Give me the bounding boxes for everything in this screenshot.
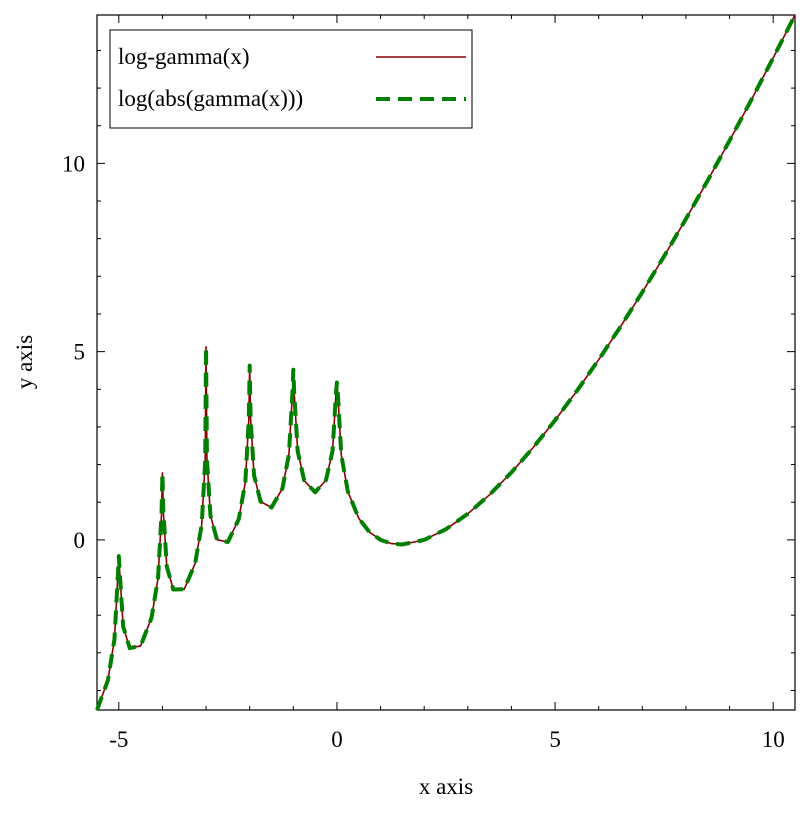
x-tick-label: -5 — [109, 727, 128, 752]
legend-label: log-gamma(x) — [118, 44, 250, 69]
legend-box — [109, 29, 473, 129]
x-axis-label: x axis — [419, 774, 473, 799]
x-tick-label: 0 — [331, 727, 343, 752]
y-tick-label: 5 — [74, 340, 86, 365]
y-tick-label: 0 — [74, 528, 86, 553]
y-axis-label: y axis — [12, 335, 37, 389]
y-tick-label: 10 — [62, 151, 85, 176]
x-tick-label: 5 — [549, 727, 561, 752]
plot-frame — [96, 14, 796, 711]
x-tick-label: 10 — [762, 727, 785, 752]
legend-label: log(abs(gamma(x))) — [118, 86, 303, 111]
series-line — [95, 14, 797, 711]
